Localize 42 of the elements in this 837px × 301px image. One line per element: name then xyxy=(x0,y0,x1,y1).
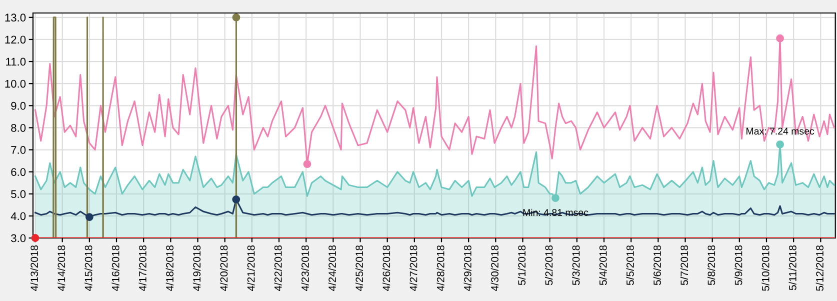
x-tick-label: 5/10/2018 xyxy=(762,245,770,291)
x-tick-label: 5/12/2018 xyxy=(816,245,824,291)
y-tick-label: 4.0 xyxy=(10,212,26,220)
x-tick-label: 4/14/2018 xyxy=(57,245,66,292)
x-tick-label: 4/15/2018 xyxy=(84,245,92,292)
x-tick-label: 4/29/2018 xyxy=(464,245,472,292)
x-tick-label: 4/22/2018 xyxy=(274,245,282,292)
y-tick-label: 7.0 xyxy=(11,146,26,154)
x-tick-label: 4/24/2018 xyxy=(328,245,336,292)
x-tick-label: 4/16/2018 xyxy=(112,245,120,292)
y-tick-label: 11.0 xyxy=(6,58,26,66)
x-tick-label: 5/7/2018 xyxy=(680,245,688,286)
x-tick-label: 5/2/2018 xyxy=(544,245,553,286)
x-tick-label: 4/27/2018 xyxy=(410,245,418,292)
y-tick-label: 6.0 xyxy=(11,168,26,176)
x-tick-label: 4/17/2018 xyxy=(138,245,146,292)
x-tick-label: 5/9/2018 xyxy=(734,245,742,286)
x-tick-label: 4/19/2018 xyxy=(192,245,201,292)
x-tick-label: 4/30/2018 xyxy=(490,245,498,292)
x-tick-label: 5/1/2018 xyxy=(518,245,526,286)
y-tick-label: 13.0 xyxy=(5,14,26,22)
x-tick-label: 4/25/2018 xyxy=(355,245,364,292)
y-tick-label: 5.0 xyxy=(11,190,26,198)
y-tick-label: 9.0 xyxy=(11,102,26,110)
annotation: Max: 7.24 msec xyxy=(746,128,814,135)
x-tick-label: 4/18/2018 xyxy=(166,245,174,292)
x-tick-label: 4/21/2018 xyxy=(247,245,255,292)
x-tick-label: 4/23/2018 xyxy=(301,245,309,292)
y-tick-label: 10.0 xyxy=(5,80,26,88)
x-tick-label: 5/11/2018 xyxy=(788,245,796,290)
x-tick-label: 4/28/2018 xyxy=(436,245,444,292)
x-tick-label: 5/6/2018 xyxy=(653,245,661,286)
y-tick-label: 12.0 xyxy=(5,36,26,44)
y-tick-label: 3.0 xyxy=(11,234,26,242)
x-tick-label: 4/20/2018 xyxy=(220,245,228,292)
y-tick-label: 8.0 xyxy=(11,124,26,132)
x-tick-label: 4/26/2018 xyxy=(382,245,390,292)
x-tick-label: 5/3/2018 xyxy=(572,245,580,286)
x-tick-label: 5/5/2018 xyxy=(626,245,634,286)
x-tick-label: 4/13/2018 xyxy=(30,245,38,292)
x-tick-label: 5/8/2018 xyxy=(707,245,716,286)
x-tick-label: 5/4/2018 xyxy=(599,245,607,286)
